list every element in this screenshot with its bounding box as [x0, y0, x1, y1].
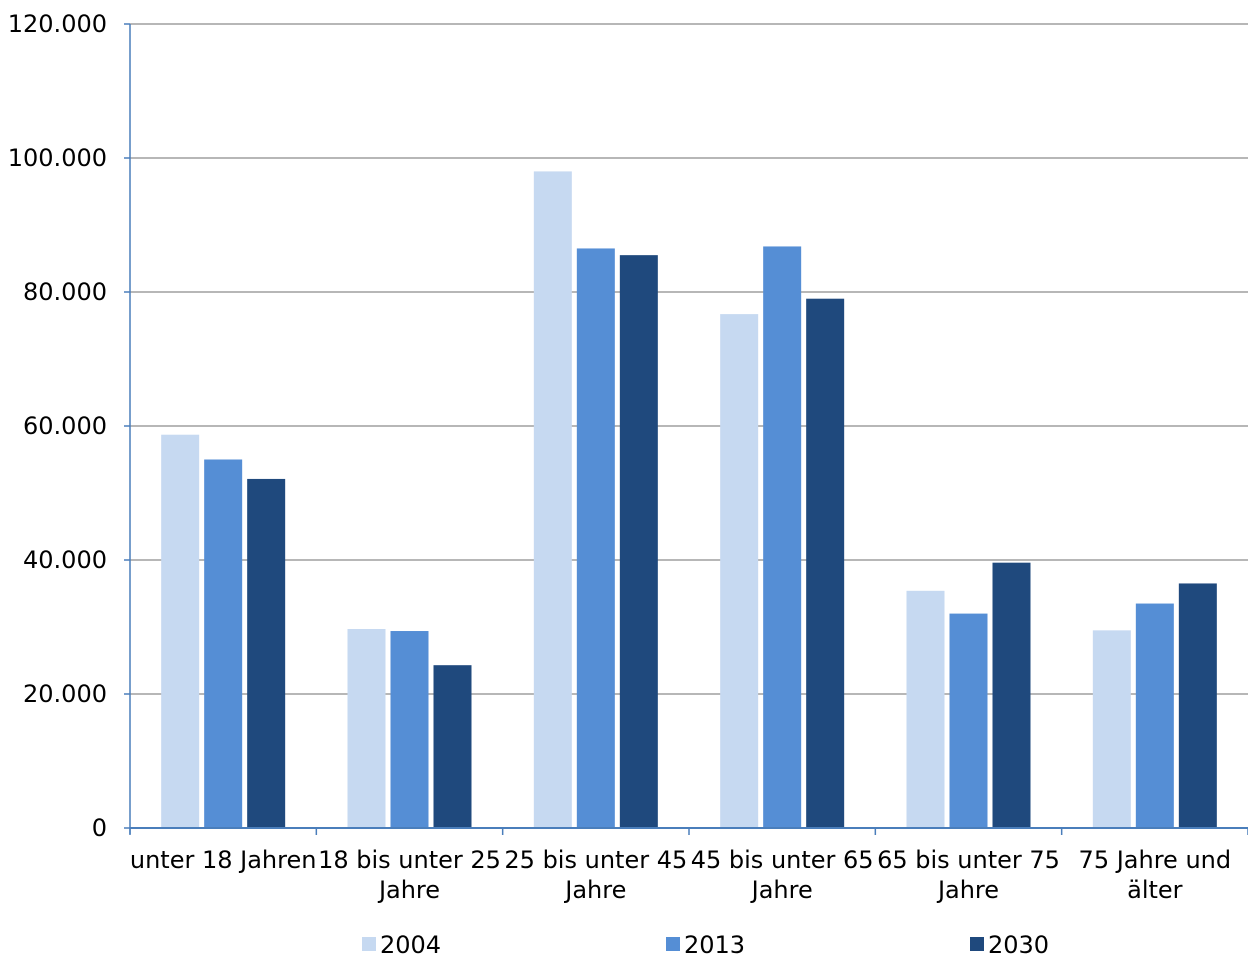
bars [161, 171, 1217, 828]
bar-2013 [204, 459, 243, 828]
bar-2013 [390, 631, 429, 828]
bar-2004 [347, 629, 386, 828]
axes [124, 23, 1248, 835]
y-tick-label: 100.000 [8, 144, 107, 172]
x-tick-label: 65 bis unter 75 [877, 846, 1060, 874]
bar-2004 [533, 171, 572, 828]
bar-2030 [806, 298, 845, 828]
bar-2013 [1135, 603, 1174, 828]
x-tick-label: Jahre [377, 876, 440, 904]
legend-item: 2030 [970, 931, 1049, 958]
legend-item: 2004 [362, 931, 441, 958]
x-tick-label: Jahre [936, 876, 999, 904]
x-tick-label: 25 bis unter 45 [504, 846, 687, 874]
bar-2030 [1178, 583, 1217, 828]
legend-label: 2004 [380, 931, 441, 958]
bar-2004 [720, 314, 759, 828]
bar-2004 [906, 590, 945, 828]
x-tick-label: 45 bis unter 65 [691, 846, 874, 874]
bar-2013 [763, 246, 802, 828]
legend: 2004 2013 2030 [362, 931, 1049, 958]
legend-swatch [666, 937, 680, 951]
bar-2030 [247, 478, 286, 828]
x-tick-label: 18 bis unter 25 [318, 846, 501, 874]
legend-item: 2013 [666, 931, 745, 958]
bar-2004 [161, 434, 200, 828]
y-tick-label: 60.000 [23, 412, 107, 440]
x-tick-label: Jahre [750, 876, 813, 904]
bar-2013 [949, 613, 988, 828]
bar-2030 [992, 562, 1031, 828]
bar-2004 [1092, 630, 1131, 828]
bar-2013 [576, 248, 615, 828]
y-tick-label: 0 [92, 814, 107, 842]
bar-2030 [619, 255, 658, 828]
x-tick-label: unter 18 Jahren [130, 846, 317, 874]
legend-swatch [362, 937, 376, 951]
y-tick-label: 20.000 [23, 680, 107, 708]
x-tick-label: 75 Jahre und [1079, 846, 1232, 874]
bar-2030 [433, 665, 472, 828]
y-tick-label: 80.000 [23, 278, 107, 306]
y-tick-label: 120.000 [8, 10, 107, 38]
legend-swatch [970, 937, 984, 951]
gridlines [130, 23, 1248, 695]
legend-label: 2013 [684, 931, 745, 958]
legend-label: 2030 [988, 931, 1049, 958]
y-tick-label: 40.000 [23, 546, 107, 574]
x-tick-label: Jahre [563, 876, 626, 904]
y-tick-labels: 0 20.000 40.000 60.000 80.000 100.000 120.000 [8, 10, 107, 842]
x-tick-label: älter [1127, 876, 1183, 904]
